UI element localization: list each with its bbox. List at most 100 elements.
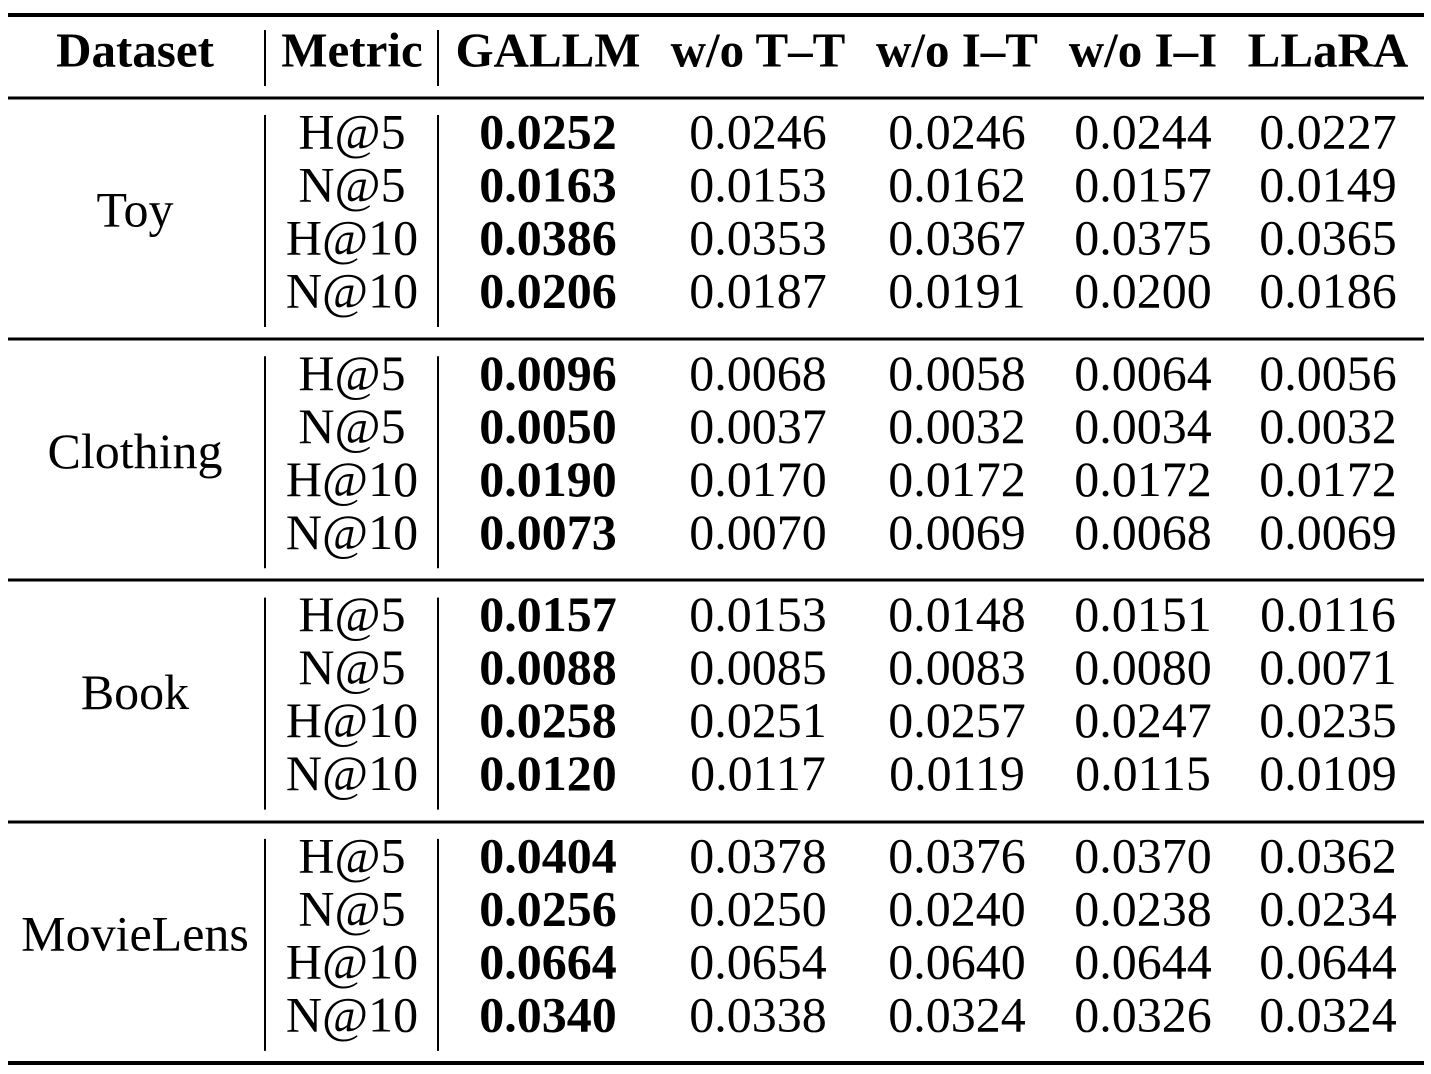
metric: N@10 (286, 745, 418, 801)
cell-value: 0.0235 (1259, 692, 1397, 748)
cell-value: 0.0064 (1074, 345, 1212, 401)
cell-value: 0.0240 (888, 880, 1026, 936)
cell-value: 0.0640 (888, 933, 1026, 989)
cell-value: 0.0170 (689, 451, 827, 507)
cell-value: 0.0109 (1259, 745, 1397, 801)
cell-value: 0.0206 (479, 262, 617, 318)
cell-value: 0.0338 (689, 986, 827, 1042)
cell-value: 0.0172 (1074, 451, 1212, 507)
metric: H@10 (286, 692, 418, 748)
cell-value: 0.0367 (888, 209, 1026, 265)
metric: H@10 (286, 933, 418, 989)
cell-value: 0.0117 (690, 745, 826, 801)
cell-value: 0.0096 (479, 345, 617, 401)
column-header: w/o I–I (1069, 22, 1217, 77)
cell-value: 0.0037 (689, 398, 827, 454)
cell-value: 0.0654 (689, 933, 827, 989)
metric: N@10 (286, 262, 418, 318)
cell-value: 0.0375 (1074, 209, 1212, 265)
cell-value: 0.0073 (479, 504, 617, 560)
cell-value: 0.0404 (479, 827, 617, 883)
cell-value: 0.0050 (479, 398, 617, 454)
cell-value: 0.0386 (479, 209, 617, 265)
cell-value: 0.0119 (889, 745, 1025, 801)
column-header: LLaRA (1248, 22, 1409, 77)
cell-value: 0.0034 (1074, 398, 1212, 454)
cell-value: 0.0238 (1074, 880, 1212, 936)
cell-value: 0.0250 (689, 880, 827, 936)
cell-value: 0.0068 (1074, 504, 1212, 560)
cell-value: 0.0256 (479, 880, 617, 936)
metric: N@5 (298, 156, 405, 212)
cell-value: 0.0326 (1074, 986, 1212, 1042)
cell-value: 0.0149 (1259, 156, 1397, 212)
cell-value: 0.0148 (888, 586, 1026, 642)
cell-value: 0.0252 (479, 103, 617, 159)
cell-value: 0.0191 (888, 262, 1026, 318)
cell-value: 0.0246 (888, 103, 1026, 159)
metric: H@5 (298, 586, 405, 642)
dataset-name: Toy (96, 181, 173, 237)
metric: H@5 (298, 827, 405, 883)
cell-value: 0.0116 (1260, 586, 1396, 642)
dataset-name: MovieLens (21, 905, 249, 961)
cell-value: 0.0085 (689, 639, 827, 695)
cell-value: 0.0190 (479, 451, 617, 507)
cell-value: 0.0340 (479, 986, 617, 1042)
cell-value: 0.0353 (689, 209, 827, 265)
cell-value: 0.0162 (888, 156, 1026, 212)
cell-value: 0.0071 (1259, 639, 1397, 695)
metric: H@5 (298, 103, 405, 159)
cell-value: 0.0378 (689, 827, 827, 883)
cell-value: 0.0187 (689, 262, 827, 318)
cell-value: 0.0080 (1074, 639, 1212, 695)
column-header: Dataset (56, 22, 215, 77)
cell-value: 0.0324 (888, 986, 1026, 1042)
cell-value: 0.0068 (689, 345, 827, 401)
metric: N@5 (298, 639, 405, 695)
cell-value: 0.0664 (479, 933, 617, 989)
column-header: w/o T–T (671, 22, 846, 77)
cell-value: 0.0070 (689, 504, 827, 560)
cell-value: 0.0186 (1259, 262, 1397, 318)
cell-value: 0.0088 (479, 639, 617, 695)
cell-value: 0.0246 (689, 103, 827, 159)
cell-value: 0.0163 (479, 156, 617, 212)
cell-value: 0.0151 (1074, 586, 1212, 642)
cell-value: 0.0324 (1259, 986, 1397, 1042)
cell-value: 0.0376 (888, 827, 1026, 883)
cell-value: 0.0058 (888, 345, 1026, 401)
cell-value: 0.0056 (1259, 345, 1397, 401)
metric: N@10 (286, 504, 418, 560)
cell-value: 0.0362 (1259, 827, 1397, 883)
cell-value: 0.0032 (1259, 398, 1397, 454)
metric: N@5 (298, 880, 405, 936)
cell-value: 0.0157 (479, 586, 617, 642)
cell-value: 0.0247 (1074, 692, 1212, 748)
cell-value: 0.0258 (479, 692, 617, 748)
cell-value: 0.0083 (888, 639, 1026, 695)
metric: H@5 (298, 345, 405, 401)
column-header: Metric (281, 22, 422, 77)
cell-value: 0.0157 (1074, 156, 1212, 212)
cell-value: 0.0172 (888, 451, 1026, 507)
cell-value: 0.0153 (689, 156, 827, 212)
cell-value: 0.0257 (888, 692, 1026, 748)
cell-value: 0.0032 (888, 398, 1026, 454)
cell-value: 0.0172 (1259, 451, 1397, 507)
cell-value: 0.0200 (1074, 262, 1212, 318)
cell-value: 0.0069 (1259, 504, 1397, 560)
cell-value: 0.0227 (1259, 103, 1397, 159)
metric: N@10 (286, 986, 418, 1042)
column-header: GALLM (455, 22, 640, 77)
cell-value: 0.0251 (689, 692, 827, 748)
cell-value: 0.0365 (1259, 209, 1397, 265)
cell-value: 0.0370 (1074, 827, 1212, 883)
cell-value: 0.0120 (479, 745, 617, 801)
cell-value: 0.0244 (1074, 103, 1212, 159)
cell-value: 0.0115 (1075, 745, 1211, 801)
cell-value: 0.0644 (1259, 933, 1397, 989)
cell-value: 0.0234 (1259, 880, 1397, 936)
